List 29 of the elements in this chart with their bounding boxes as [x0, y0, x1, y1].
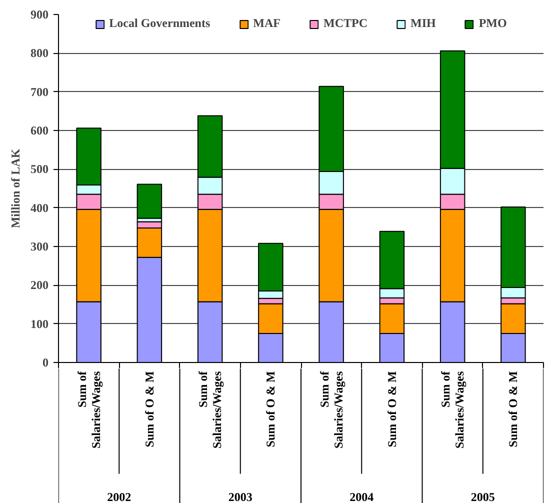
y-tick-label: 300	[30, 240, 48, 254]
x-tick-label: Sum of Salaries/Wages	[74, 370, 103, 449]
x-tick-label: Sum of O & M	[264, 371, 278, 448]
y-tick-label: 700	[30, 84, 48, 99]
y-tick-label: 600	[30, 124, 48, 138]
x-tick-label: Sum of O & M	[384, 371, 399, 448]
y-tick-label: 0	[42, 356, 48, 370]
y-tick-label: 100	[30, 316, 48, 331]
y-tick-label: 200	[30, 278, 48, 292]
text: 2004	[350, 490, 374, 503]
legend-label: PMO	[478, 16, 507, 31]
text: 2005	[470, 490, 495, 503]
x-tick-label: Sum of Salaries/Wages	[196, 370, 224, 449]
legend-label: MCTPC	[323, 16, 368, 31]
x-tick-label: Sum of Salaries/Wages	[438, 370, 467, 449]
legend-label: MIH	[410, 16, 436, 31]
x-tick-label: Sum of Salaries/Wages	[317, 370, 346, 449]
y-tick-label: 900	[30, 8, 48, 22]
text: 2003	[228, 490, 252, 503]
text: 2002	[107, 490, 132, 503]
legend-label: MAF	[253, 16, 280, 31]
legend-label: Local Governments	[109, 16, 210, 31]
x-tick-label: Sum of O & M	[142, 371, 156, 448]
x-tick-label: Sum of O & M	[506, 371, 520, 448]
y-tick-label: 500	[30, 162, 48, 176]
y-tick-label: 800	[30, 46, 48, 60]
y-axis-title: Million of LAK	[8, 148, 22, 228]
bar	[136, 184, 162, 219]
y-tick-label: 400	[30, 200, 48, 215]
